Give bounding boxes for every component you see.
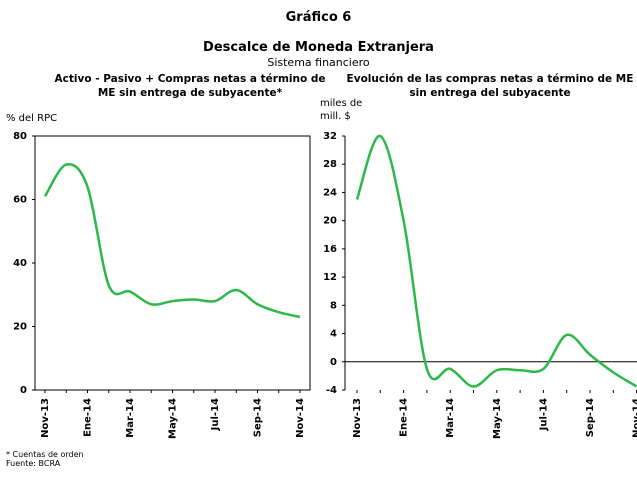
y-tick-label: 28: [323, 159, 337, 170]
y-tick-label: 12: [323, 272, 337, 283]
x-tick-label: Jul-14: [538, 398, 549, 431]
x-tick-label: May-14: [492, 398, 503, 439]
y-tick-label: 0: [20, 385, 27, 396]
y-tick-label: 24: [323, 187, 337, 198]
y-tick-label: 80: [13, 131, 27, 142]
x-tick-label: Jul-14: [210, 398, 221, 431]
y-tick-label: 60: [13, 195, 27, 206]
plot-frame: [34, 135, 311, 391]
x-tick-label: Sep-14: [585, 398, 596, 437]
line-series: [355, 134, 637, 388]
y-tick-label: 32: [323, 131, 337, 142]
page-title: Gráfico 6: [285, 10, 352, 25]
footnote: * Cuentas de orden: [6, 450, 84, 459]
y-tick-label: 40: [13, 258, 27, 269]
page-subheading: Sistema financiero: [267, 56, 370, 69]
x-tick-label: Mar-14: [125, 398, 136, 438]
y-axis-label: miles de mill. $: [320, 98, 363, 122]
y-tick-label: 0: [330, 357, 337, 368]
x-tick-label: Nov-13: [40, 398, 51, 438]
line-series: [43, 163, 301, 319]
x-tick-label: Ene-14: [399, 398, 410, 437]
x-tick-label: Sep-14: [253, 398, 264, 437]
x-tick-label: Nov-13: [352, 398, 363, 438]
y-tick-label: 8: [330, 300, 337, 311]
x-tick-label: Mar-14: [445, 398, 456, 438]
y-tick-label: 20: [323, 216, 337, 227]
x-tick-label: Nov-14: [295, 398, 306, 438]
chart-title: Evolución de las compras netas a término…: [346, 73, 634, 99]
y-tick-label: 4: [330, 329, 337, 340]
x-tick-label: Ene-14: [83, 398, 94, 437]
x-tick-label: May-14: [168, 398, 179, 439]
source: Fuente: BCRA: [6, 459, 61, 468]
x-tick-label: Nov-14: [632, 398, 637, 438]
chart-title: Activo - Pasivo + Compras netas a términ…: [54, 73, 326, 99]
page-heading: Descalce de Moneda Extranjera: [203, 40, 434, 55]
y-tick-label: 20: [13, 322, 27, 333]
y-tick-label: -4: [326, 385, 337, 396]
y-axis-label: % del RPC: [6, 113, 58, 124]
y-tick-label: 16: [323, 244, 337, 255]
